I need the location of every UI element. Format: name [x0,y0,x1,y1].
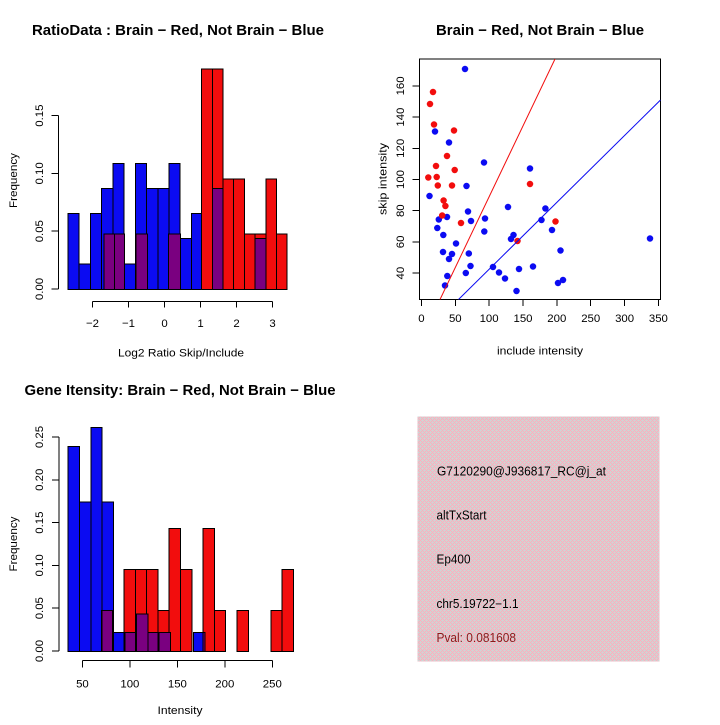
svg-text:Frequency: Frequency [8,516,20,571]
svg-text:Ep400: Ep400 [437,552,471,566]
svg-text:1: 1 [197,318,203,330]
svg-text:200: 200 [547,313,566,325]
svg-text:−1: −1 [122,318,135,330]
svg-text:0.15: 0.15 [34,512,46,534]
svg-text:0.10: 0.10 [34,554,46,576]
svg-text:0.00: 0.00 [34,640,46,662]
svg-text:Intensity: Intensity [158,705,203,717]
svg-text:Brain − Red, Not Brain − Blue: Brain − Red, Not Brain − Blue [436,23,644,39]
svg-text:0: 0 [418,313,424,325]
svg-text:RatioData : Brain − Red, Not B: RatioData : Brain − Red, Not Brain − Blu… [32,23,324,39]
svg-text:160: 160 [395,76,407,95]
svg-text:40: 40 [395,267,407,280]
svg-text:50: 50 [449,313,462,325]
svg-text:0.10: 0.10 [34,162,46,184]
svg-text:Pval: 0.081608: Pval: 0.081608 [437,631,517,645]
svg-text:300: 300 [615,313,634,325]
svg-text:0.00: 0.00 [34,278,46,300]
svg-text:150: 150 [513,313,532,325]
svg-text:0.15: 0.15 [34,105,46,127]
svg-text:350: 350 [649,313,668,325]
svg-text:50: 50 [76,679,89,691]
svg-text:skip intensity: skip intensity [378,143,390,215]
svg-text:0.05: 0.05 [34,220,46,242]
svg-text:0.25: 0.25 [34,426,46,448]
svg-text:altTxStart: altTxStart [437,509,487,523]
svg-text:140: 140 [395,108,407,127]
svg-text:120: 120 [395,139,407,158]
svg-text:Log2 Ratio Skip/Include: Log2 Ratio Skip/Include [118,348,244,360]
svg-text:60: 60 [395,236,407,249]
svg-text:Frequency: Frequency [8,153,20,208]
svg-text:250: 250 [581,313,600,325]
svg-text:3: 3 [269,318,275,330]
svg-text:−2: −2 [86,318,99,330]
svg-text:0.05: 0.05 [34,597,46,619]
svg-text:0: 0 [161,318,167,330]
svg-text:G7120290@J936817_RC@j_at: G7120290@J936817_RC@j_at [437,465,606,479]
svg-text:chr5.19722−1.1: chr5.19722−1.1 [437,597,519,611]
svg-text:Gene Itensity: Brain − Red, No: Gene Itensity: Brain − Red, Not Brain − … [25,383,336,399]
svg-text:100: 100 [480,313,499,325]
svg-text:2: 2 [233,318,239,330]
svg-text:250: 250 [263,679,282,691]
svg-text:80: 80 [395,204,407,217]
svg-text:100: 100 [120,679,139,691]
svg-text:100: 100 [395,170,407,189]
svg-text:include intensity: include intensity [497,346,583,358]
svg-text:0.20: 0.20 [34,469,46,491]
svg-text:150: 150 [168,679,187,691]
svg-text:200: 200 [215,679,234,691]
